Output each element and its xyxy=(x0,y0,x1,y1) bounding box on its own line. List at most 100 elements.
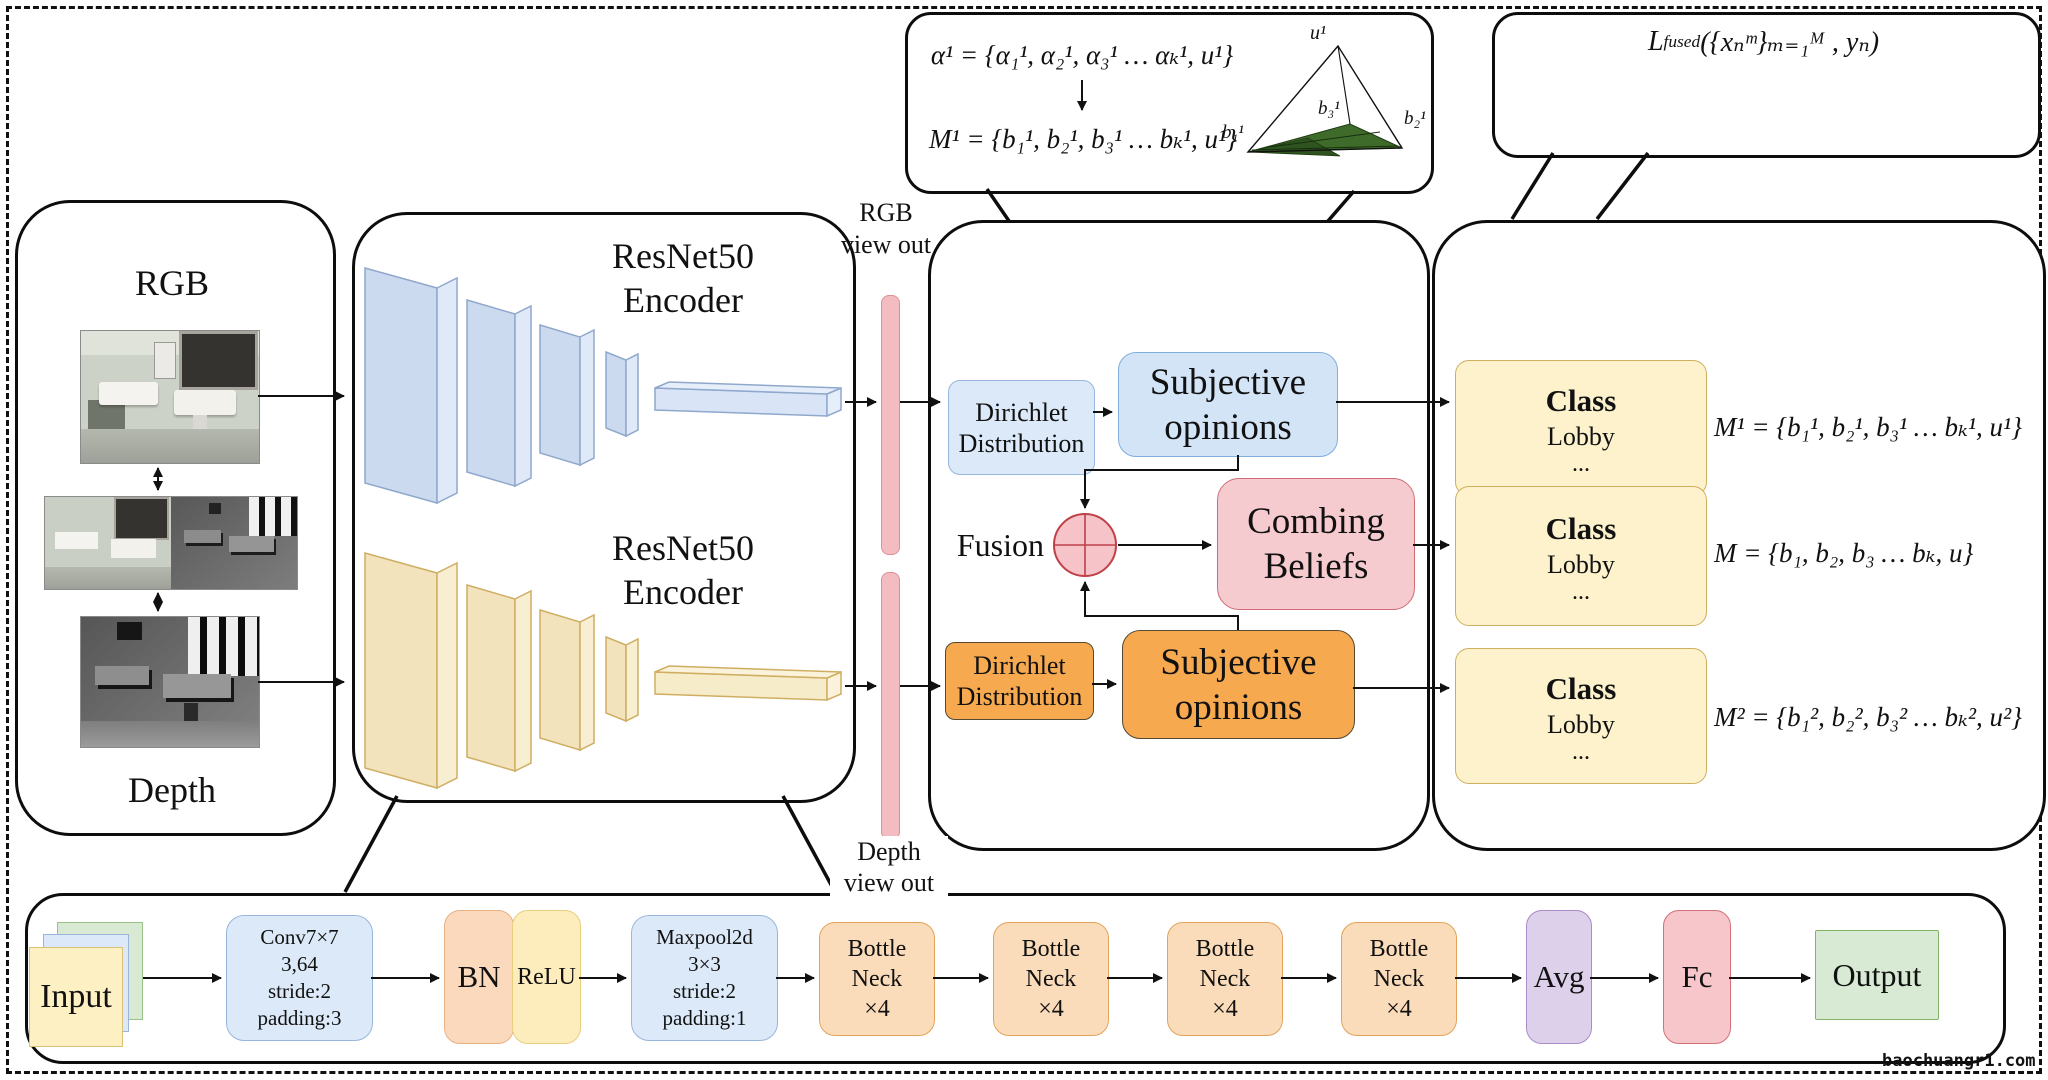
maxpool-line1: Maxpool2d xyxy=(656,925,753,949)
bottleneck-4-line1: Bottle xyxy=(1369,936,1429,962)
rgb-view-out-label-line1: RGB xyxy=(859,198,913,227)
loss-l1-rest: ({xₙᵐ}ₘ₌₁ᴹ , yₙ) xyxy=(1700,27,1880,58)
combing-beliefs-line1: Combing xyxy=(1247,501,1385,542)
depth-encoder-title-line1: ResNet50 xyxy=(612,528,754,568)
depth-photo-floor xyxy=(81,721,259,747)
conv-line1: Conv7×7 xyxy=(260,925,339,949)
simplex-label-b3: b₃¹ xyxy=(1318,98,1340,119)
class-box-1-title: Class xyxy=(1545,382,1617,418)
rgb-view-out-bar xyxy=(881,295,900,555)
depth-dirichlet-line1: Dirichlet xyxy=(973,651,1066,680)
bottleneck-box-2: Bottle Neck ×4 xyxy=(993,922,1109,1036)
rgb-subjective-line2: opinions xyxy=(1164,406,1292,448)
rgb-subjective-box: Subjective opinions xyxy=(1118,352,1338,457)
depth-photo-blob-1 xyxy=(116,622,142,641)
mixed-photo-depth-half xyxy=(171,497,297,589)
rgb-encoder-title: ResNet50 Encoder xyxy=(588,232,778,324)
class-box-3-title: Class xyxy=(1545,670,1617,706)
rgb-encoder-title-line1: ResNet50 xyxy=(612,236,754,276)
rgb-dirichlet-line1: Dirichlet xyxy=(975,397,1068,427)
input-stack-label: Input xyxy=(29,947,123,1047)
class-box-3-name: Lobby xyxy=(1547,709,1615,739)
depth-dirichlet-line2: Distribution xyxy=(956,682,1083,711)
depth-encoder-title-line2: Encoder xyxy=(623,572,743,612)
depth-view-out-bar xyxy=(881,572,900,840)
rgb-depth-mixed-photo xyxy=(44,496,298,590)
depth-view-out-label-line1: Depth xyxy=(857,837,921,866)
rgb-photo-floor xyxy=(81,428,259,463)
loss-formula-box xyxy=(1492,12,2041,158)
fc-label: Fc xyxy=(1681,959,1713,994)
alpha-formula-line1: α¹ = {α₁¹, α₂¹, α₃¹ … αₖ¹, u¹} xyxy=(930,39,1234,70)
rgb-photo xyxy=(80,330,260,464)
class-box-2: Class Lobby ... xyxy=(1455,486,1707,626)
depth-subjective-box: Subjective opinions xyxy=(1122,630,1355,739)
mixed-depth-blob xyxy=(208,502,222,514)
bottleneck-2-count: ×4 xyxy=(1038,996,1064,1022)
conv-box: Conv7×7 3,64 stride:2 padding:3 xyxy=(226,915,373,1041)
conv-line3: stride:2 xyxy=(268,979,331,1003)
class-box-3: Class Lobby ... xyxy=(1455,648,1707,784)
mixed-rgb-sink-left xyxy=(55,531,98,549)
watermark: baochuangr1.com xyxy=(1882,1051,2036,1071)
bottleneck-box-4: Bottle Neck ×4 xyxy=(1341,922,1457,1036)
bottleneck-3-count: ×4 xyxy=(1212,996,1238,1022)
output-label: Output xyxy=(1832,956,1922,993)
depth-photo-pipe xyxy=(184,702,199,724)
depth-encoder-title: ResNet50 Encoder xyxy=(588,524,778,616)
depth-photo-sink-left xyxy=(95,666,149,685)
class-box-1: Class Lobby ... xyxy=(1455,360,1707,496)
rgb-photo-dispenser xyxy=(153,341,176,380)
mixed-photo-rgb-half xyxy=(45,497,171,589)
bottleneck-1-count: ×4 xyxy=(864,996,890,1022)
class-box-2-title: Class xyxy=(1545,510,1617,546)
class-formula-3: M² = {b₁², b₂², b₃² … bₖ², u²} xyxy=(1714,702,2022,732)
mixed-depth-stripes xyxy=(249,497,297,536)
bottleneck-4-count: ×4 xyxy=(1386,996,1412,1022)
fc-box: Fc xyxy=(1663,910,1731,1044)
depth-subjective-line1: Subjective xyxy=(1160,641,1317,683)
class-box-2-dots: ... xyxy=(1572,578,1590,605)
relu-box: ReLU xyxy=(512,910,581,1044)
bn-label: BN xyxy=(457,959,501,994)
bottleneck-2-line2: Neck xyxy=(1025,966,1077,992)
class-box-1-dots: ... xyxy=(1572,450,1590,477)
alpha-formula-line2: M¹ = {b₁¹, b₂¹, b₃¹ … bₖ¹, u¹} xyxy=(929,123,1237,154)
bottleneck-box-3: Bottle Neck ×4 xyxy=(1167,922,1283,1036)
class-formula-1: M¹ = {b₁¹, b₂¹, b₃¹ … bₖ¹, u¹} xyxy=(1714,412,2022,442)
rgb-photo-sink-right xyxy=(173,390,236,416)
class-box-2-name: Lobby xyxy=(1547,549,1615,579)
combing-beliefs-line2: Beliefs xyxy=(1263,546,1369,587)
mixed-rgb-floor xyxy=(45,566,171,589)
conv-line2: 3,64 xyxy=(281,952,318,976)
depth-photo-sink-right xyxy=(162,674,231,698)
class-box-1-name: Lobby xyxy=(1547,421,1615,451)
bottleneck-1-line2: Neck xyxy=(851,966,903,992)
rgb-encoder-title-line2: Encoder xyxy=(623,280,743,320)
rgb-subjective-line1: Subjective xyxy=(1149,361,1307,403)
maxpool-line4: padding:1 xyxy=(662,1006,747,1030)
rgb-view-out-label-line2: view out xyxy=(840,230,932,259)
bottleneck-1-line1: Bottle xyxy=(847,936,907,962)
depth-photo-stripes xyxy=(187,617,259,676)
rgb-label: RGB xyxy=(134,263,210,303)
rgb-dirichlet-box: Dirichlet Distribution xyxy=(948,380,1095,475)
rgb-photo-sink-left xyxy=(98,382,158,405)
rgb-dirichlet-line2: Distribution xyxy=(958,428,1085,458)
simplex-label-b1: b₁¹ xyxy=(1222,122,1244,143)
loss-l1-sup: fused xyxy=(1663,32,1701,51)
avg-box: Avg xyxy=(1526,910,1592,1044)
bottleneck-4-line2: Neck xyxy=(1373,966,1425,992)
class-formula-2: M = {b₁, b₂, b₃ … bₖ, u} xyxy=(1714,538,1974,568)
mixed-depth-sink-right xyxy=(228,535,275,553)
bottleneck-2-line1: Bottle xyxy=(1021,936,1081,962)
rgb-view-out-label: RGB view out xyxy=(830,196,942,262)
conv-line4: padding:3 xyxy=(257,1006,342,1030)
output-box: Output xyxy=(1815,930,1939,1020)
bn-box: BN xyxy=(444,910,514,1044)
bottleneck-box-1: Bottle Neck ×4 xyxy=(819,922,935,1036)
fusion-label: Fusion xyxy=(956,527,1044,563)
bottleneck-3-line2: Neck xyxy=(1199,966,1251,992)
